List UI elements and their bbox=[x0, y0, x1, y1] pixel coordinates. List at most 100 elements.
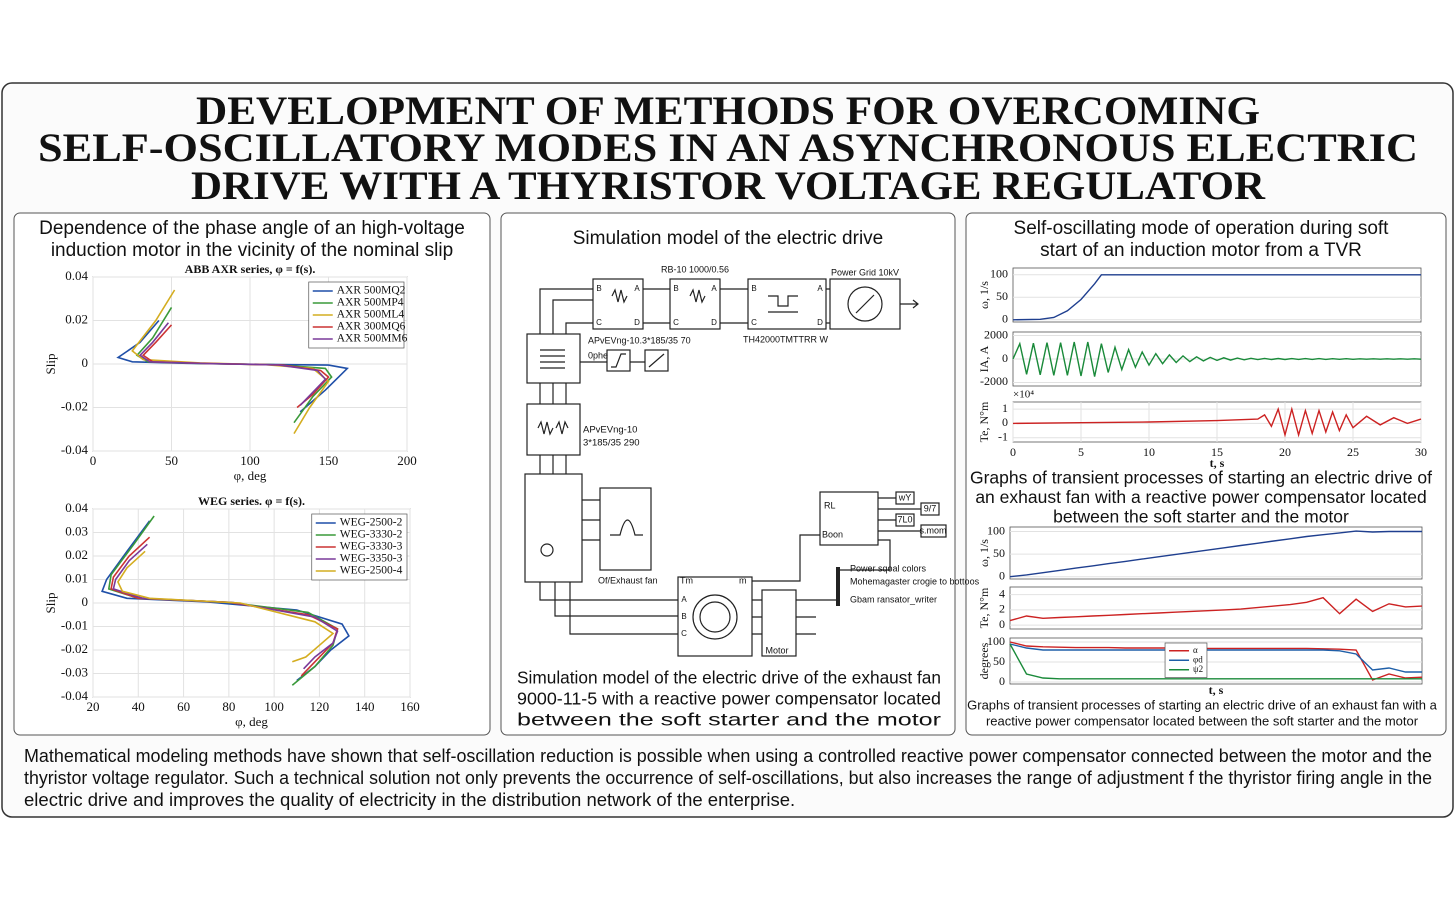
y-axis-label: degrees bbox=[977, 642, 991, 679]
pin-label: A bbox=[681, 595, 687, 604]
y-tick-label: 0.01 bbox=[65, 570, 88, 585]
x-tick-label: 0 bbox=[1010, 445, 1016, 459]
diagram-label: s.mom bbox=[920, 525, 947, 535]
y-tick-label: -0.03 bbox=[61, 664, 88, 679]
x-tick-label: 30 bbox=[1415, 445, 1427, 459]
y-tick-label: 0 bbox=[999, 617, 1005, 631]
legend-label: α bbox=[1193, 645, 1198, 655]
x-tick-label: 5 bbox=[1078, 445, 1084, 459]
x-tick-label: 100 bbox=[240, 453, 260, 468]
x-tick-label: 0 bbox=[90, 453, 97, 468]
x-tick-label: 10 bbox=[1143, 445, 1155, 459]
x-tick-label: 50 bbox=[165, 453, 178, 468]
pin-label: C bbox=[673, 318, 679, 327]
pin-label: D bbox=[711, 318, 717, 327]
x-tick-label: 20 bbox=[87, 699, 100, 714]
y-tick-label: 50 bbox=[996, 289, 1008, 303]
legend-label: WEG-2500-2 bbox=[340, 517, 403, 529]
legend-label: WEG-2500-4 bbox=[340, 565, 403, 577]
y-tick-label: -0.01 bbox=[61, 617, 88, 632]
y-tick-label: -0.04 bbox=[61, 688, 89, 703]
y-tick-label: -0.04 bbox=[61, 442, 89, 457]
series-line bbox=[1012, 341, 1422, 377]
plot-area bbox=[1012, 267, 1422, 323]
x-tick-label: 100 bbox=[264, 699, 284, 714]
plot-area bbox=[1009, 637, 1423, 685]
series-line bbox=[1009, 643, 1422, 680]
poster-title: DRIVE WITH A THYRISTOR VOLTAGE REGULATOR bbox=[191, 163, 1266, 208]
diagram-label: Gbam ransator_writer bbox=[850, 594, 937, 604]
x-tick-label: 150 bbox=[319, 453, 339, 468]
diagram-label: Mohemagaster crogie to bottoos bbox=[850, 576, 980, 586]
y-tick-label: 100 bbox=[990, 267, 1008, 281]
y-tick-label: 4 bbox=[999, 586, 1005, 600]
y-axis-label: Te, N°m bbox=[977, 587, 991, 628]
x-tick-label: 200 bbox=[397, 453, 417, 468]
diagram-label: APvEVng-10.3*185/35 70 bbox=[588, 335, 691, 345]
legend-label: WEG-3330-2 bbox=[340, 529, 403, 541]
x-axis-label: t, s bbox=[1210, 456, 1225, 470]
axis-multiplier: ×10⁴ bbox=[1013, 389, 1034, 401]
y-tick-label: -2000 bbox=[980, 374, 1008, 388]
footer-text: thyristor voltage regulator. Such a tech… bbox=[24, 767, 1432, 788]
legend-label: WEG-3330-3 bbox=[340, 541, 403, 553]
y-tick-label: 0 bbox=[82, 355, 89, 370]
legend-label: AXR 500MP4 bbox=[337, 297, 404, 309]
poster-title: DEVELOPMENT OF METHODS FOR OVERCOMING bbox=[196, 88, 1260, 133]
diagram-label: Motor bbox=[765, 645, 788, 655]
diagram-label: 0phe bbox=[588, 350, 608, 360]
legend-label: AXR 500MQ2 bbox=[337, 285, 406, 297]
pin-label: D bbox=[817, 318, 823, 327]
panel-heading: between the soft starter and the motor bbox=[1053, 507, 1349, 527]
series-line bbox=[116, 550, 335, 663]
legend-label: AXR 500MM6 bbox=[337, 333, 408, 345]
footer-text: Mathematical modeling methods have shown… bbox=[24, 745, 1432, 766]
panel-heading: Self-oscillating mode of operation durin… bbox=[1014, 218, 1390, 239]
chart-title: ABB AXR series, φ = f(s). bbox=[185, 262, 316, 276]
circuit-diagram bbox=[524, 278, 947, 657]
pin-label: C bbox=[681, 629, 687, 638]
x-tick-label: 60 bbox=[177, 699, 190, 714]
pin-label: B bbox=[596, 284, 601, 293]
series-line bbox=[1009, 530, 1422, 578]
series-line bbox=[1012, 274, 1421, 321]
panel-heading: an exhaust fan with a reactive power com… bbox=[975, 487, 1426, 507]
panel-heading: induction motor in the vicinity of the n… bbox=[51, 240, 453, 261]
caption: between the soft starter and the motor bbox=[517, 710, 941, 730]
pin-label: D bbox=[634, 318, 640, 327]
y-tick-label: 100 bbox=[987, 634, 1005, 648]
pin-label: B bbox=[681, 612, 686, 621]
x-tick-label: 80 bbox=[222, 699, 235, 714]
legend-label: WEG-3350-3 bbox=[340, 553, 403, 565]
y-tick-label: 0.04 bbox=[65, 268, 88, 283]
chart-title: WEG series. φ = f(s). bbox=[198, 494, 305, 508]
middle-panel bbox=[500, 212, 956, 736]
series-line bbox=[1009, 643, 1422, 673]
diagram-label: wY bbox=[898, 492, 912, 502]
diagram-label: RB-10 1000/0.56 bbox=[661, 264, 729, 274]
legend-label: AXR 500ML4 bbox=[337, 309, 405, 321]
diagram-label: Boon bbox=[822, 529, 843, 539]
pin-label: B bbox=[751, 284, 756, 293]
y-tick-label: -0.02 bbox=[61, 398, 88, 413]
diagram-label: 7L0 bbox=[897, 514, 912, 524]
pin-label: A bbox=[634, 284, 640, 293]
diagram-label: Power sqoal colors bbox=[850, 563, 927, 573]
x-tick-label: 15 bbox=[1211, 445, 1223, 459]
panel-heading: Dependence of the phase angle of an high… bbox=[39, 218, 465, 239]
y-tick-label: 0.04 bbox=[65, 500, 88, 515]
y-tick-label: 2 bbox=[999, 602, 1005, 616]
y-tick-label: 0.02 bbox=[65, 547, 88, 562]
series-line bbox=[1012, 406, 1422, 438]
y-tick-label: -1 bbox=[998, 429, 1008, 443]
y-tick-label: 0 bbox=[1002, 415, 1008, 429]
x-tick-label: 25 bbox=[1347, 445, 1359, 459]
series-line bbox=[1009, 641, 1423, 681]
y-tick-label: 100 bbox=[987, 523, 1005, 537]
y-tick-label: -0.02 bbox=[61, 641, 88, 656]
pin-label: C bbox=[596, 318, 602, 327]
poster-title: SELF-OSCILLATORY MODES IN AN ASYNCHRONOU… bbox=[38, 125, 1418, 170]
y-axis-label: ω, 1/s bbox=[977, 539, 991, 567]
series-line bbox=[138, 322, 327, 406]
